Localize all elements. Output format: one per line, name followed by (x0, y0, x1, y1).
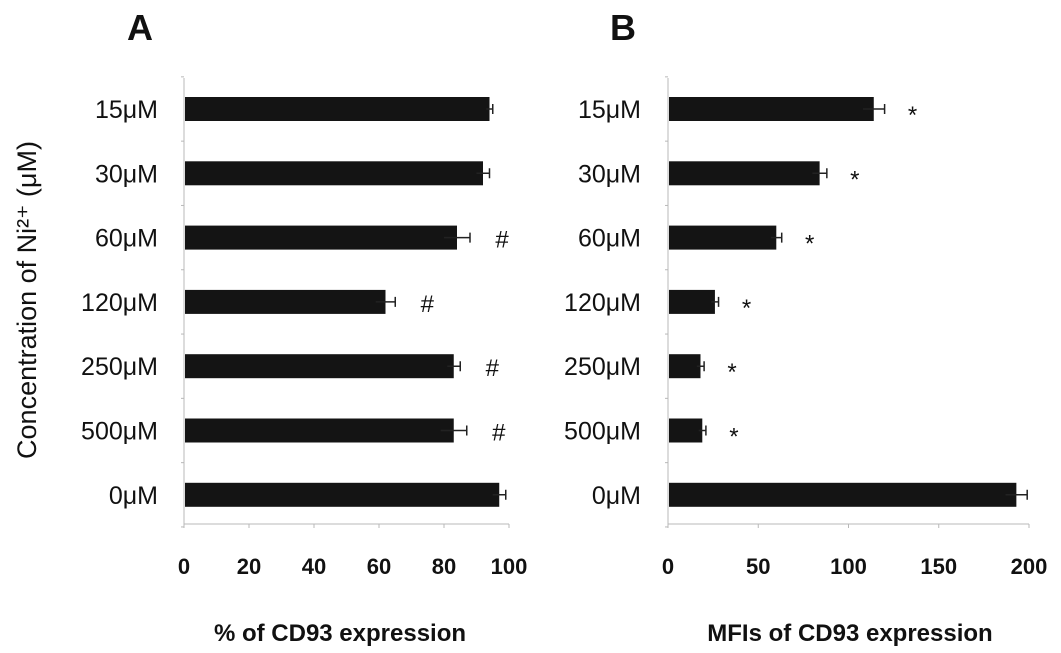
category-label: 15μM (95, 96, 158, 124)
category-label: 500μM (564, 418, 641, 446)
bar-15μM (185, 97, 490, 121)
significance-asterisk: * (850, 166, 859, 193)
error-bar (770, 232, 783, 243)
significance-asterisk: * (729, 424, 738, 451)
error-bar (698, 425, 707, 436)
x-tick-label: 60 (367, 554, 391, 579)
bar-30μM (185, 161, 483, 186)
error-bar (862, 104, 886, 114)
bar-250μM (669, 354, 701, 379)
bar-60μM (669, 225, 777, 250)
category-label: 120μM (564, 289, 641, 317)
bar-250μM (185, 354, 454, 379)
y-axis-label: Concentration of Ni²⁺ (μM) (12, 141, 42, 459)
x-tick-label: 40 (302, 554, 326, 579)
category-label: 0μM (109, 482, 158, 510)
category-label: 60μM (95, 225, 158, 253)
x-tick-label: 200 (1011, 554, 1048, 579)
significance-asterisk: * (742, 295, 751, 322)
error-bar (375, 296, 396, 307)
error-bar (486, 104, 494, 114)
x-tick-label: 0 (662, 554, 674, 579)
bar-15μM (669, 97, 874, 121)
x-tick-label: 150 (920, 554, 957, 579)
significance-asterisk: * (805, 231, 814, 258)
significance-asterisk: * (727, 359, 736, 386)
panel-a: A 0 20 40 60 80 100 % of CD93 expression 15μM 30μ… (81, 7, 527, 647)
x-tick-label: 100 (830, 554, 867, 579)
error-bar (492, 489, 507, 500)
category-label: 120μM (81, 289, 158, 317)
error-bar (440, 425, 468, 436)
error-bar (476, 168, 491, 179)
error-bar (711, 296, 720, 307)
category-label: 15μM (578, 96, 641, 124)
x-tick-label: 50 (746, 554, 770, 579)
x-tick-label: 0 (178, 554, 190, 579)
x-tick-label: 80 (432, 554, 456, 579)
significance-hash: # (495, 227, 509, 254)
significance-asterisk: * (908, 102, 917, 129)
bar-500μM (669, 418, 703, 443)
category-label: 250μM (564, 353, 641, 381)
bar-500μM (185, 418, 454, 443)
significance-hash: # (421, 291, 435, 318)
significance-hash: # (492, 420, 506, 447)
category-label: 60μM (578, 225, 641, 253)
error-bar (696, 361, 705, 372)
error-bar (444, 232, 471, 243)
category-label: 250μM (81, 353, 158, 381)
category-label: 0μM (592, 482, 641, 510)
bar-120μM (669, 289, 715, 314)
bar-60μM (185, 225, 457, 250)
panel-b: B 0 50 100 150 200 MFIs of CD93 expression 15μM… (564, 7, 1047, 647)
category-label: 30μM (95, 160, 158, 188)
error-bar (1005, 489, 1028, 500)
x-tick-label: 100 (491, 554, 528, 579)
bar-120μM (185, 289, 386, 314)
panel-label: A (127, 7, 153, 48)
category-label: 500μM (81, 418, 158, 446)
bar-0μM (669, 482, 1017, 507)
category-label: 30μM (578, 160, 641, 188)
bar-30μM (669, 161, 820, 186)
x-axis-label: % of CD93 expression (214, 620, 466, 647)
x-tick-label: 20 (237, 554, 261, 579)
error-bar (447, 361, 461, 372)
x-axis-label: MFIs of CD93 expression (707, 620, 992, 647)
bar-0μM (185, 482, 500, 507)
error-bar (812, 168, 828, 179)
panel-label: B (610, 7, 636, 48)
significance-hash: # (486, 355, 500, 382)
